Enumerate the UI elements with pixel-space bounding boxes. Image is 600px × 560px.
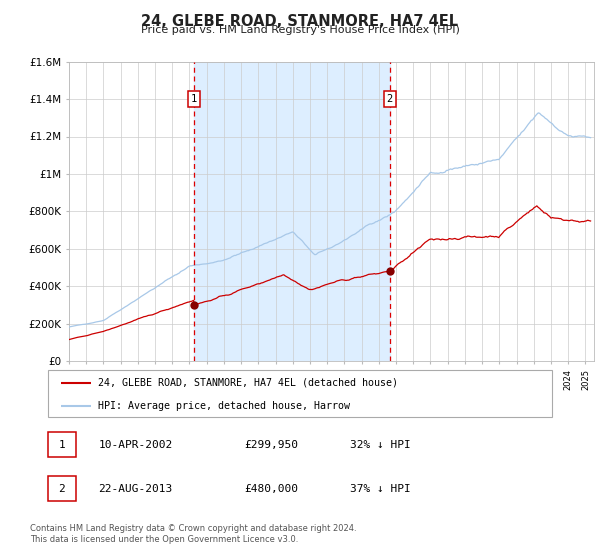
Text: £480,000: £480,000 <box>245 484 299 493</box>
Text: HPI: Average price, detached house, Harrow: HPI: Average price, detached house, Harr… <box>98 401 350 411</box>
Text: 22-AUG-2013: 22-AUG-2013 <box>98 484 173 493</box>
Text: Price paid vs. HM Land Registry's House Price Index (HPI): Price paid vs. HM Land Registry's House … <box>140 25 460 35</box>
Text: Contains HM Land Registry data © Crown copyright and database right 2024.: Contains HM Land Registry data © Crown c… <box>30 524 356 533</box>
Text: 1: 1 <box>58 440 65 450</box>
FancyBboxPatch shape <box>48 370 552 417</box>
Text: 24, GLEBE ROAD, STANMORE, HA7 4EL (detached house): 24, GLEBE ROAD, STANMORE, HA7 4EL (detac… <box>98 378 398 388</box>
Text: 2: 2 <box>58 484 65 493</box>
Text: 24, GLEBE ROAD, STANMORE, HA7 4EL: 24, GLEBE ROAD, STANMORE, HA7 4EL <box>142 14 458 29</box>
Text: 37% ↓ HPI: 37% ↓ HPI <box>350 484 411 493</box>
Text: This data is licensed under the Open Government Licence v3.0.: This data is licensed under the Open Gov… <box>30 535 298 544</box>
Text: 1: 1 <box>191 94 197 104</box>
Text: £299,950: £299,950 <box>245 440 299 450</box>
FancyBboxPatch shape <box>48 476 76 501</box>
Text: 2: 2 <box>387 94 393 104</box>
Text: 32% ↓ HPI: 32% ↓ HPI <box>350 440 411 450</box>
Text: 10-APR-2002: 10-APR-2002 <box>98 440 173 450</box>
Bar <box>194 62 390 361</box>
FancyBboxPatch shape <box>48 432 76 457</box>
